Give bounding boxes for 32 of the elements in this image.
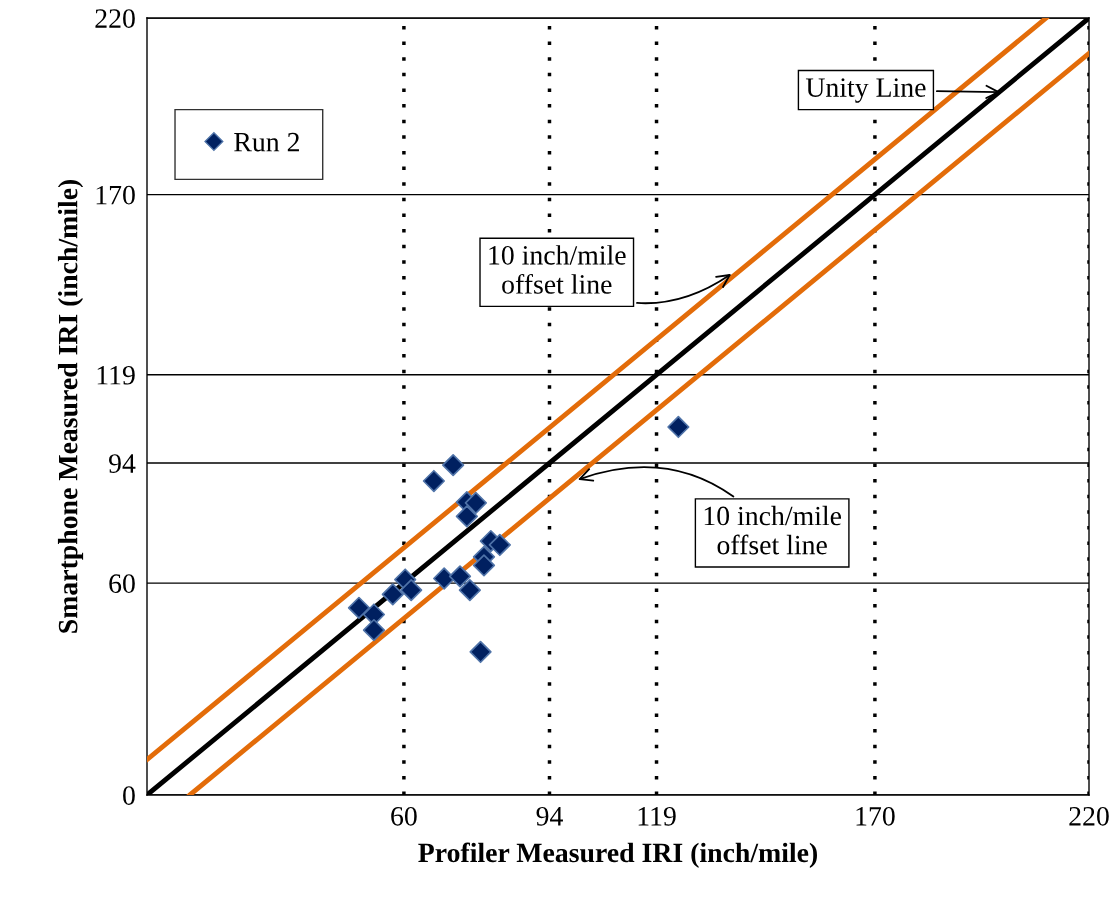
x-tick-label: 94 — [536, 806, 563, 826]
annotation: 10 inch/mile offset line — [704, 505, 841, 555]
point — [469, 640, 492, 664]
y-tick-label: 94 — [109, 454, 136, 473]
x-tick-label: 119 — [638, 806, 676, 826]
point — [400, 579, 423, 602]
x-tick-label: 170 — [856, 806, 895, 826]
annotation: Unity Line — [805, 78, 926, 103]
y-tick-label: 220 — [95, 9, 135, 28]
y-tick-label: 60 — [109, 574, 135, 593]
y-axis-title: Smartphone Measured IRI (inch/mile) — [57, 179, 84, 633]
point — [667, 415, 690, 439]
point — [442, 453, 465, 477]
y-tick-label: 0 — [123, 786, 135, 805]
point — [472, 554, 496, 577]
point — [458, 579, 481, 602]
point — [448, 565, 472, 588]
y-tick-label: 170 — [96, 185, 135, 205]
y-tick-label: 119 — [97, 365, 135, 385]
point — [381, 583, 404, 606]
point — [362, 618, 386, 642]
annotation: 10 inch/mile offset line — [489, 245, 626, 294]
legend-label: Run 2 — [234, 132, 299, 152]
x-tick-label: 220 — [1069, 806, 1109, 826]
point — [464, 491, 487, 515]
point — [455, 505, 478, 528]
point — [488, 533, 511, 557]
x-tick-label: 60 — [391, 806, 417, 826]
point — [422, 469, 446, 493]
x-axis-title: Profiler Measured IRI (inch/mile) — [418, 842, 817, 868]
point — [433, 567, 456, 590]
point — [347, 596, 371, 619]
